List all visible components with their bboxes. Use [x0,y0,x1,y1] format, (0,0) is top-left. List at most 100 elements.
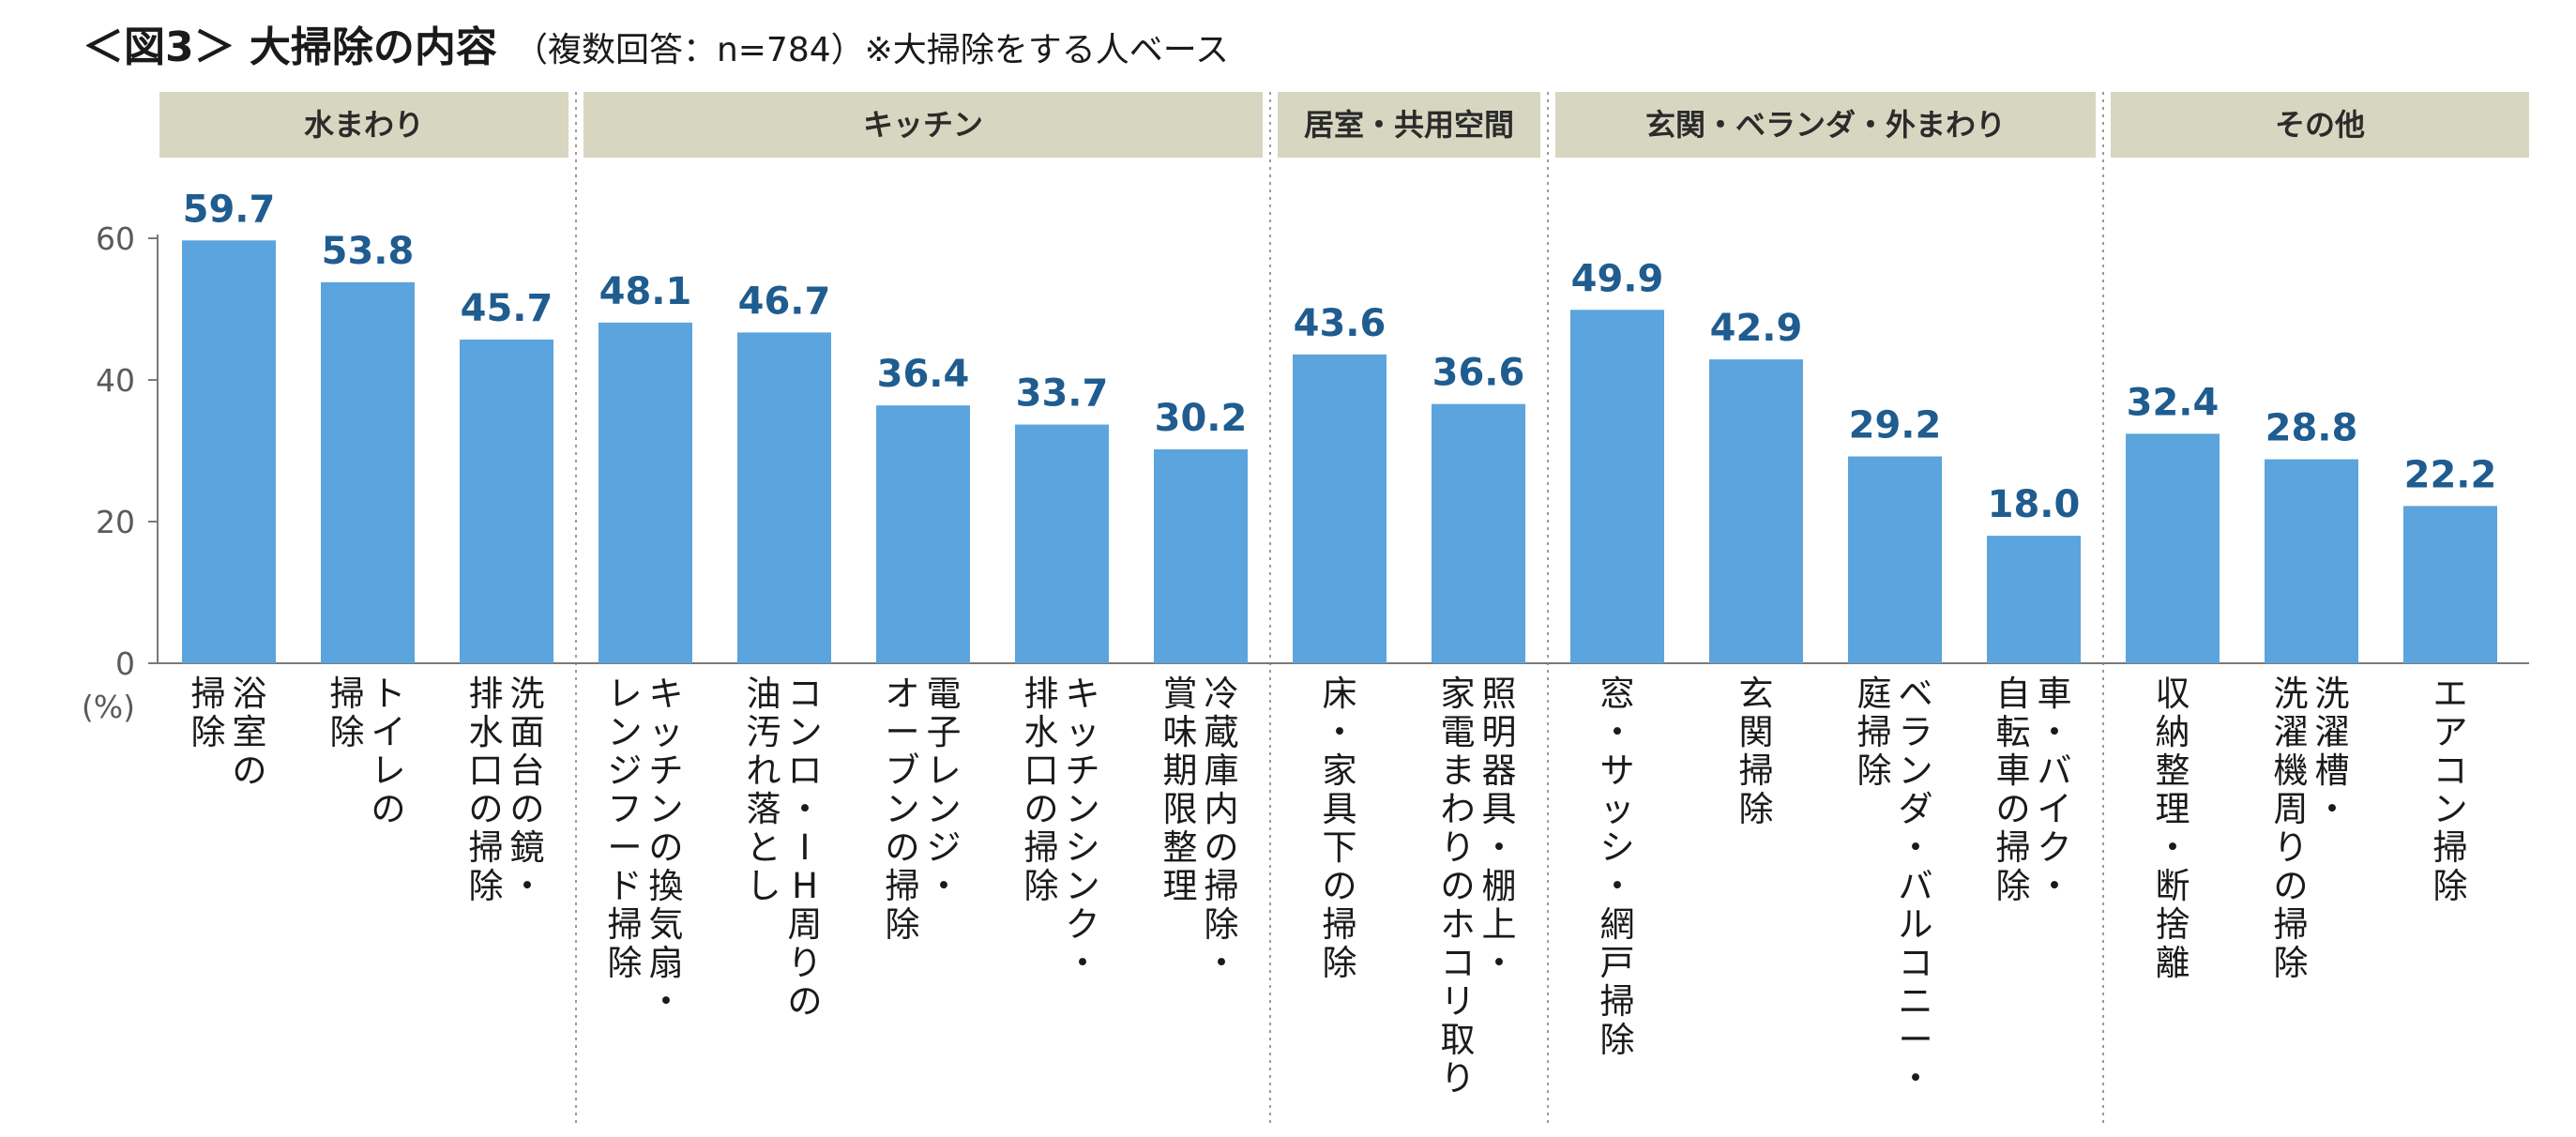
category-label-char: 限 [1163,789,1198,829]
y-tick-label: 40 [96,362,135,399]
category-label-char: り [2274,827,2309,868]
bar [1709,359,1803,663]
category-label-char: フ [608,789,643,829]
bar [2126,433,2220,663]
category-label-char: ク [2038,827,2072,868]
category-label-char: 除 [1205,904,1239,945]
category-label-char: 排 [469,674,504,714]
category-label-char: 除 [2433,866,2468,906]
category-label-char: ン [1899,750,1933,791]
category-label-char: 面 [510,712,545,752]
category-label-char: 具 [1323,789,1357,829]
category-label-char: 洗 [2315,674,2350,714]
category-label-char: の [1323,866,1357,906]
group-header-band [1555,92,2096,158]
category-label-char: 洗 [2274,674,2309,714]
category-label-char: H [792,866,818,906]
bar [1987,536,2081,663]
category-label-char: の [1024,789,1059,829]
category-label-char: 除 [469,866,504,906]
category-label-char: 水 [1024,712,1059,752]
category-label-char: わ [1441,789,1476,829]
group-header-label: 玄関・ベランダ・外まわり [1645,107,2006,143]
data-label: 30.2 [1155,397,1248,440]
category-label-char: 電 [1441,712,1476,752]
category-label-char: 庭 [1857,674,1892,714]
category-label-char: チ [1066,750,1100,791]
category-label-char: ・ [788,789,823,829]
category-label-char: 台 [510,750,545,791]
category-label-char: 排 [1024,674,1059,714]
category-label-char: ン [886,789,920,829]
category-label-char: ン [2433,789,2468,829]
category-label-char: ト [371,674,406,714]
category-label-char: 除 [608,943,643,983]
category-label-char: ・ [510,866,545,906]
category-label-char: キ [1066,674,1100,714]
category-label-char: レ [927,750,962,791]
category-label-char: ・ [1600,712,1635,752]
data-label: 42.9 [1710,307,1803,350]
category-label-char: ・ [1899,827,1933,868]
bar [2403,506,2497,663]
category-label-char: 整 [1163,827,1198,868]
category-label-char: ン [927,789,962,829]
group-header-label: 居室・共用空間 [1304,107,1514,143]
category-label-char: サ [1600,750,1635,791]
category-label-char: 下 [1323,827,1357,868]
category-label-char: の [2274,866,2309,906]
category-label-char: ロ [788,750,823,791]
category-label-char: I [800,827,811,868]
category-label-char: オ [886,674,920,714]
category-label-char: レ [371,750,406,791]
category-label-char: 室 [233,712,267,752]
category-label-char: ッ [1066,712,1100,752]
category-label-char: 除 [330,712,365,752]
data-label: 45.7 [461,287,553,330]
bar [1293,354,1386,663]
category-label-char: れ [747,750,781,791]
category-label-char: 掃 [2433,827,2468,868]
category-label-char: バ [1899,866,1933,906]
bar [182,240,276,663]
category-label-char: の [469,789,504,829]
category-label-char: し [747,866,781,906]
category-label-char: の [649,827,684,868]
category-label-char: ン [649,789,684,829]
data-label: 18.0 [1988,483,2081,526]
category-label-char: 関 [1739,712,1774,752]
category-label-char: ・ [1600,866,1635,906]
category-label-char: 除 [1024,866,1059,906]
category-label-char: ・ [1066,943,1100,983]
category-label-char: ・ [649,981,684,1022]
category-label-char: 器 [1482,750,1517,791]
category-label-char: ー [1899,1020,1933,1060]
category-label-char: の [788,981,823,1022]
data-label: 28.8 [2265,407,2358,450]
data-label: 36.4 [877,353,970,396]
category-label-char: 照 [1482,674,1517,714]
category-label-char: 車 [2038,674,2072,714]
category-label-char: ー [886,712,920,752]
category-label-char: ・ [2156,827,2190,868]
category-label-char: 掃 [1323,904,1357,945]
category-label-char: 家 [1441,674,1476,714]
category-label-char: 理 [1163,866,1198,906]
category-label-char: ラ [1899,712,1933,752]
category-label-char: イ [371,712,406,752]
category-label-char: の [233,750,267,791]
category-label-char: 口 [1024,750,1059,791]
category-label-char: 口 [469,750,504,791]
category-label-char: 掃 [191,674,226,714]
category-label-char: 除 [1323,943,1357,983]
category-label-char: 庫 [1205,750,1239,791]
data-label: 32.4 [2127,381,2220,424]
chart-title-row: ＜図3＞ 大掃除の内容 （複数回答：n=784）※大掃除をする人ベース [83,13,1229,81]
category-label-char: ・ [1899,1058,1933,1099]
category-label-char: ・ [1482,827,1517,868]
category-label-char: 網 [1600,904,1635,945]
category-label-char: コ [1441,943,1476,983]
category-label-char: 周 [788,904,823,945]
category-label-char: ド [608,866,643,906]
